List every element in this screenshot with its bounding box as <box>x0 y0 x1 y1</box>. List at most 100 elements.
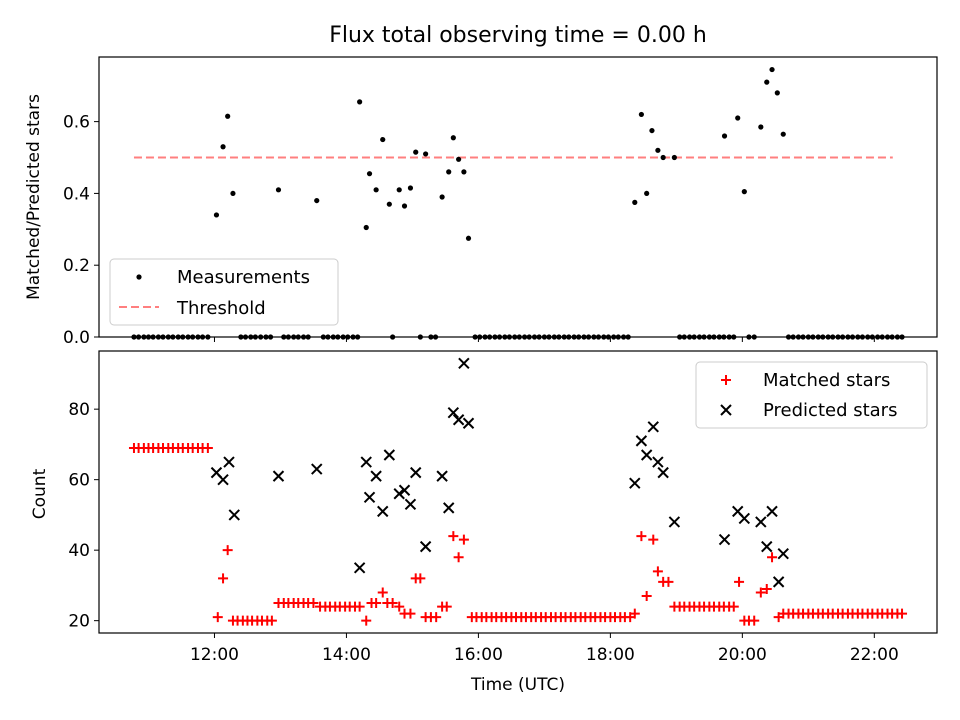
measurement-point-43 <box>357 99 363 105</box>
legend-predicted-label: Predicted stars <box>763 400 897 421</box>
chart-title: Flux total observing time = 0.00 h <box>329 23 707 48</box>
predicted-star-point-36 <box>772 576 785 588</box>
measurement-point-46 <box>373 187 379 193</box>
measurement-point-98 <box>644 190 650 197</box>
legend-measurements-marker <box>136 274 142 280</box>
predicted-star-point-20 <box>452 414 465 426</box>
measurement-point-99 <box>649 127 655 134</box>
predicted-star-point-12 <box>393 488 405 500</box>
predicted-star-point-2 <box>223 456 235 468</box>
bottom-x-tick-label-5: 22:00 <box>850 645 899 665</box>
measurement-point-102 <box>671 154 677 161</box>
top-legend-box <box>109 258 339 326</box>
matched-star-point-103 <box>663 576 674 587</box>
predicted-star-point-37 <box>777 547 789 560</box>
measurement-point-27 <box>275 187 282 193</box>
predicted-star-point-28 <box>657 466 669 479</box>
predicted-star-point-25 <box>640 449 653 461</box>
measurement-point-116 <box>735 115 741 121</box>
matched-star-point-99 <box>641 590 652 601</box>
predicted-star-point-29 <box>668 516 681 528</box>
predicted-star-point-7 <box>360 456 372 468</box>
matched-star-point-50 <box>387 598 398 609</box>
matched-star-point-98 <box>636 531 647 542</box>
top-y-tick-label-3: 0.6 <box>63 113 90 133</box>
legend-threshold-label: Threshold <box>176 298 266 319</box>
predicted-star-point-5 <box>311 463 323 475</box>
top-y-tick-label-1: 0.2 <box>63 256 90 276</box>
bottom-y-tick-label-2: 60 <box>68 471 90 491</box>
legend-matched-label: Matched stars <box>763 370 890 391</box>
bottom-x-tick-label-4: 20:00 <box>718 645 767 665</box>
top-y-tick-label-0: 0.0 <box>63 328 90 348</box>
measurement-point-44 <box>363 224 369 231</box>
matched-star-point-117 <box>734 576 745 587</box>
matched-star-point-15 <box>202 442 213 453</box>
measurement-point-61 <box>456 156 462 162</box>
matched-star-point-62 <box>453 552 464 563</box>
predicted-star-point-23 <box>629 477 641 489</box>
measurement-point-59 <box>446 169 452 175</box>
measurement-point-55 <box>423 151 429 157</box>
measurement-point-52 <box>407 185 414 191</box>
predicted-star-point-13 <box>398 484 411 496</box>
predicted-star-point-33 <box>755 516 767 528</box>
predicted-star-point-35 <box>766 505 778 518</box>
measurement-point-19 <box>230 190 236 197</box>
matched-star-point-45 <box>361 615 372 626</box>
matched-star-point-121 <box>755 587 766 598</box>
matched-star-point-122 <box>761 583 772 594</box>
matched-star-point-27 <box>266 615 277 626</box>
matched-star-point-51 <box>394 601 405 612</box>
measurement-point-101 <box>660 154 666 161</box>
bottom-x-tick-label-3: 18:00 <box>586 645 635 665</box>
predicted-star-point-11 <box>383 449 396 461</box>
measurement-point-58 <box>439 194 445 200</box>
predicted-star-point-1 <box>217 473 229 486</box>
top-y-axis-label: Matched/Predicted stars <box>24 94 44 300</box>
measurement-point-63 <box>465 235 472 241</box>
predicted-star-point-24 <box>635 435 648 447</box>
measurement-point-124 <box>780 131 786 137</box>
matched-star-point-17 <box>218 573 229 584</box>
measurement-point-62 <box>461 169 467 175</box>
bottom-subplot: 20 40 60 80 12:00 14:00 16:00 18:00 20:00 22:00 Ma… <box>68 350 938 665</box>
measurement-point-100 <box>655 147 661 153</box>
predicted-star-point-8 <box>363 491 376 503</box>
bottom-y-axis-label: Count <box>30 468 50 519</box>
bottom-axes-frame <box>98 350 938 634</box>
matched-star-point-35 <box>308 598 319 609</box>
matched-star-point-61 <box>448 531 459 542</box>
measurement-point-50 <box>396 187 402 193</box>
measurement-point-51 <box>401 203 408 209</box>
predicted-star-point-3 <box>228 509 240 521</box>
measurement-point-97 <box>638 111 644 118</box>
bottom-legend: Matched stars Predicted stars <box>695 361 928 429</box>
measurement-point-60 <box>450 135 456 141</box>
matched-star-point-60 <box>441 601 452 612</box>
measurement-point-122 <box>769 66 775 73</box>
bottom-y-tick-label-3: 80 <box>68 400 90 420</box>
matched-star-point-63 <box>458 534 469 545</box>
bottom-x-tick-label-0: 12:00 <box>190 645 239 665</box>
matched-star-point-100 <box>648 534 659 545</box>
matched-star-point-47 <box>371 598 382 609</box>
bottom-y-tick-label-1: 40 <box>68 541 90 561</box>
predicted-star-point-17 <box>436 470 448 482</box>
matched-star-point-48 <box>377 587 388 598</box>
predicted-star-point-9 <box>370 470 382 482</box>
x-axis-label: Time (UTC) <box>470 675 565 695</box>
measurement-point-123 <box>774 90 780 96</box>
measurement-point-17 <box>220 144 226 150</box>
measurement-point-115 <box>721 133 728 139</box>
measurement-point-120 <box>758 124 764 130</box>
matched-star-point-16 <box>212 612 223 623</box>
top-legend: Measurements Threshold <box>109 258 339 326</box>
legend-measurements-label: Measurements <box>177 267 310 288</box>
matched-star-point-149 <box>897 608 908 619</box>
top-y-tick-label-2: 0.4 <box>63 184 90 204</box>
predicted-star-point-22 <box>462 417 475 429</box>
top-subplot: 0.0 0.2 0.4 0.6 Measurements Threshold <box>63 56 938 348</box>
